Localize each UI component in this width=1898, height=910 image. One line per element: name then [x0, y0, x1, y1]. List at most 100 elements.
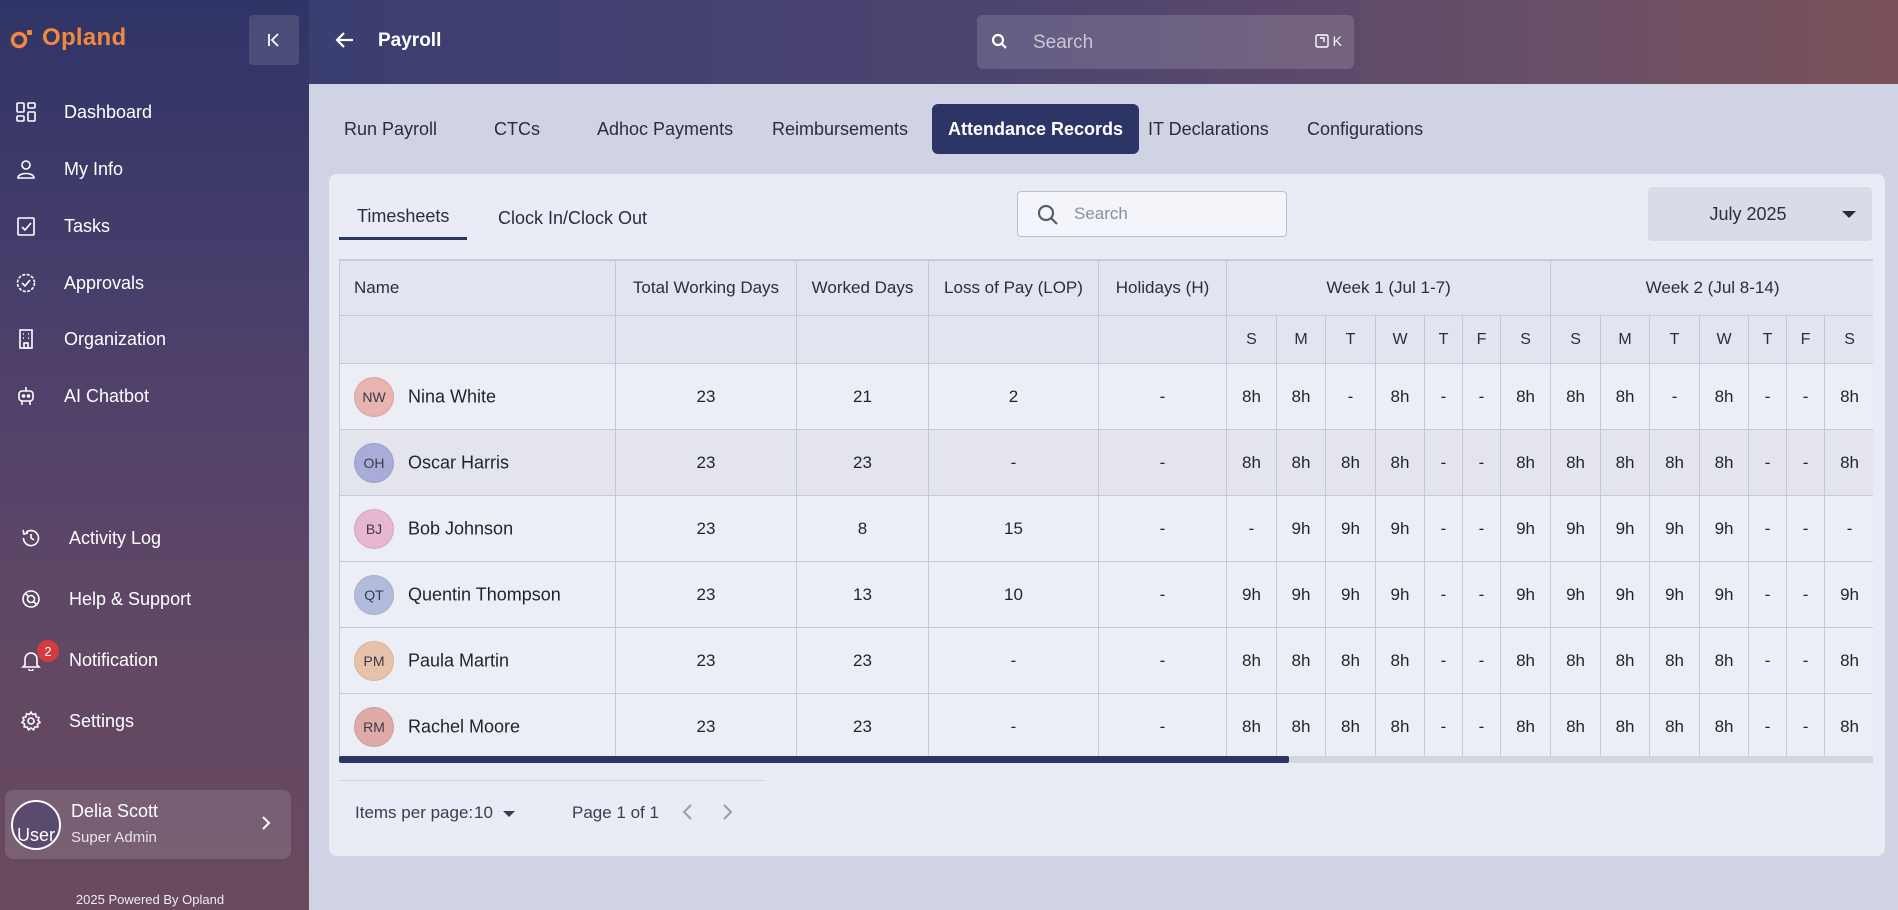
sidebar-item-approvals[interactable]: Approvals	[14, 263, 144, 303]
tab-run-payroll[interactable]: Run Payroll	[344, 118, 438, 139]
table-row[interactable]: OH Oscar Harris 23 23- -8h 8h 8h 8h - -8h 8h 8h 8h 8h…	[339, 429, 1873, 496]
subtab-clock-in-out[interactable]: Clock In/Clock Out	[498, 207, 648, 228]
next-page-button[interactable]	[718, 801, 736, 828]
caret-down-icon	[1842, 211, 1856, 218]
hours-cell: -	[1748, 429, 1788, 496]
back-arrow-icon[interactable]	[333, 28, 357, 57]
collapse-icon	[268, 33, 279, 47]
global-search-input[interactable]: Search K	[977, 15, 1354, 69]
hours-cell: 8h	[1824, 429, 1873, 496]
total-working-days-cell: 23	[615, 693, 797, 756]
empty-header-cell	[339, 315, 616, 364]
column-header-name[interactable]: Name	[339, 260, 616, 316]
sidebar-item-settings[interactable]: Settings	[19, 701, 134, 741]
attendance-table: Name Total Working Days Worked Days Loss…	[339, 260, 1873, 756]
tab-attendance-records[interactable]: Attendance Records	[932, 104, 1140, 154]
hours-cell: -	[1748, 495, 1788, 562]
previous-page-button[interactable]	[679, 801, 697, 828]
hours-cell: -	[1462, 495, 1501, 562]
month-select[interactable]: July 2025	[1648, 187, 1872, 241]
employee-name: Bob Johnson	[408, 518, 514, 538]
avatar: OH	[354, 442, 394, 483]
sidebar-item-activity-log[interactable]: Activity Log	[19, 518, 161, 558]
items-per-page-select[interactable]: 10	[474, 803, 493, 822]
sidebar-item-ai-chatbot[interactable]: AI Chatbot	[14, 376, 149, 416]
avatar: PM	[354, 640, 394, 681]
scrollbar-thumb[interactable]	[339, 756, 1289, 763]
day-header-cell: S	[1226, 315, 1277, 364]
holidays-cell: -	[1098, 627, 1227, 694]
column-header-holidays[interactable]: Holidays (H)	[1098, 260, 1227, 316]
sidebar-item-dashboard[interactable]: Dashboard	[14, 92, 152, 132]
hours-cell: 9h	[1649, 561, 1701, 628]
tab-it-declarations[interactable]: IT Declarations	[1148, 118, 1269, 139]
table-row[interactable]: QT Quentin Thompson 23 13 10-9h 9h 9h 9h - -9h 9h 9…	[339, 561, 1873, 628]
hours-cell: 9h	[1600, 561, 1651, 628]
column-header-week-2: Week 2 (Jul 8-14)	[1550, 260, 1873, 316]
notification-badge: 2	[37, 640, 59, 662]
hours-cell: 9h	[1499, 561, 1552, 628]
sidebar-item-my-info[interactable]: My Info	[14, 149, 123, 189]
attendance-table-container[interactable]: Name Total Working Days Worked Days Loss…	[339, 259, 1873, 756]
hours-cell: -	[1786, 495, 1826, 562]
worked-days-cell: 23	[796, 693, 929, 756]
hours-cell: -	[1424, 495, 1463, 562]
hours-cell: -	[1424, 429, 1463, 496]
employee-name: Quentin Thompson	[408, 584, 561, 604]
user-profile-card[interactable]: User Delia Scott Super Admin	[5, 790, 291, 859]
column-header-total-working-days[interactable]: Total Working Days	[615, 260, 797, 316]
subtab-timesheets[interactable]: Timesheets	[339, 196, 468, 240]
hours-cell: 9h	[1325, 561, 1376, 628]
day-header-cell: T	[1649, 315, 1701, 364]
table-row[interactable]: NW Nina White 23 21 2-8h 8h -8h - -8h 8h 8h -8h - -8h	[339, 363, 1873, 430]
tab-ctcs[interactable]: CTCs	[494, 118, 540, 139]
empty-header-cell	[796, 315, 929, 364]
sidebar-item-label: Approvals	[64, 272, 145, 293]
column-header-lop[interactable]: Loss of Pay (LOP)	[928, 260, 1099, 316]
table-search-input[interactable]: Search	[1017, 191, 1287, 237]
column-header-worked-days[interactable]: Worked Days	[796, 260, 929, 316]
avatar: QT	[354, 574, 394, 615]
hours-cell: 8h	[1375, 363, 1425, 430]
lop-cell: -	[928, 627, 1099, 694]
table-row[interactable]: RM Rachel Moore 23 23- -8h 8h 8h 8h - -8h 8h 8h 8h 8h…	[339, 693, 1873, 756]
tasks-icon	[14, 214, 38, 238]
caret-down-icon[interactable]	[503, 811, 515, 817]
collapse-sidebar-button[interactable]	[249, 15, 299, 65]
hours-cell: 9h	[1325, 495, 1376, 562]
hours-cell: 8h	[1499, 627, 1552, 694]
employee-name: Nina White	[408, 386, 497, 406]
sidebar-item-help-support[interactable]: Help & Support	[19, 579, 191, 619]
day-header-cell: W	[1699, 315, 1750, 364]
tab-configurations[interactable]: Configurations	[1307, 118, 1424, 139]
top-bar: Payroll Search K	[309, 0, 1898, 84]
lop-cell: -	[928, 693, 1099, 756]
hours-cell: 9h	[1600, 495, 1651, 562]
hours-cell: -	[1649, 363, 1701, 430]
employee-name-cell: RM Rachel Moore	[339, 693, 616, 756]
user-name: Delia Scott	[71, 801, 159, 821]
table-row[interactable]: PM Paula Martin 23 23- -8h 8h 8h 8h - -8h 8h 8h 8h 8h…	[339, 627, 1873, 694]
hours-cell: 8h	[1226, 363, 1277, 430]
horizontal-scrollbar[interactable]	[339, 756, 1873, 763]
sidebar-item-tasks[interactable]: Tasks	[14, 206, 110, 246]
day-header-cell: S	[1499, 315, 1552, 364]
sidebar-item-notification[interactable]: 2 Notification	[19, 640, 158, 680]
day-header-cell: F	[1786, 315, 1826, 364]
table-row[interactable]: BJ Bob Johnson 23 8 15- -9h 9h 9h - -9h 9h 9h 9h 9h - -…	[339, 495, 1873, 562]
sidebar-item-organization[interactable]: Organization	[14, 319, 166, 359]
chevron-right-icon	[259, 814, 273, 837]
chevron-right-icon	[723, 804, 733, 820]
day-header-cell: M	[1600, 315, 1651, 364]
total-working-days-cell: 23	[615, 627, 797, 694]
tab-adhoc-payments[interactable]: Adhoc Payments	[597, 118, 734, 139]
tab-reimbursements[interactable]: Reimbursements	[772, 118, 909, 139]
hours-cell: -	[1462, 429, 1501, 496]
hours-cell: 9h	[1824, 561, 1873, 628]
chevron-left-icon	[682, 804, 692, 820]
empty-header-cell	[928, 315, 1099, 364]
brand-logo[interactable]: Opland	[10, 24, 126, 52]
sidebar-item-label: Tasks	[64, 215, 111, 236]
hours-cell: 8h	[1276, 627, 1326, 694]
